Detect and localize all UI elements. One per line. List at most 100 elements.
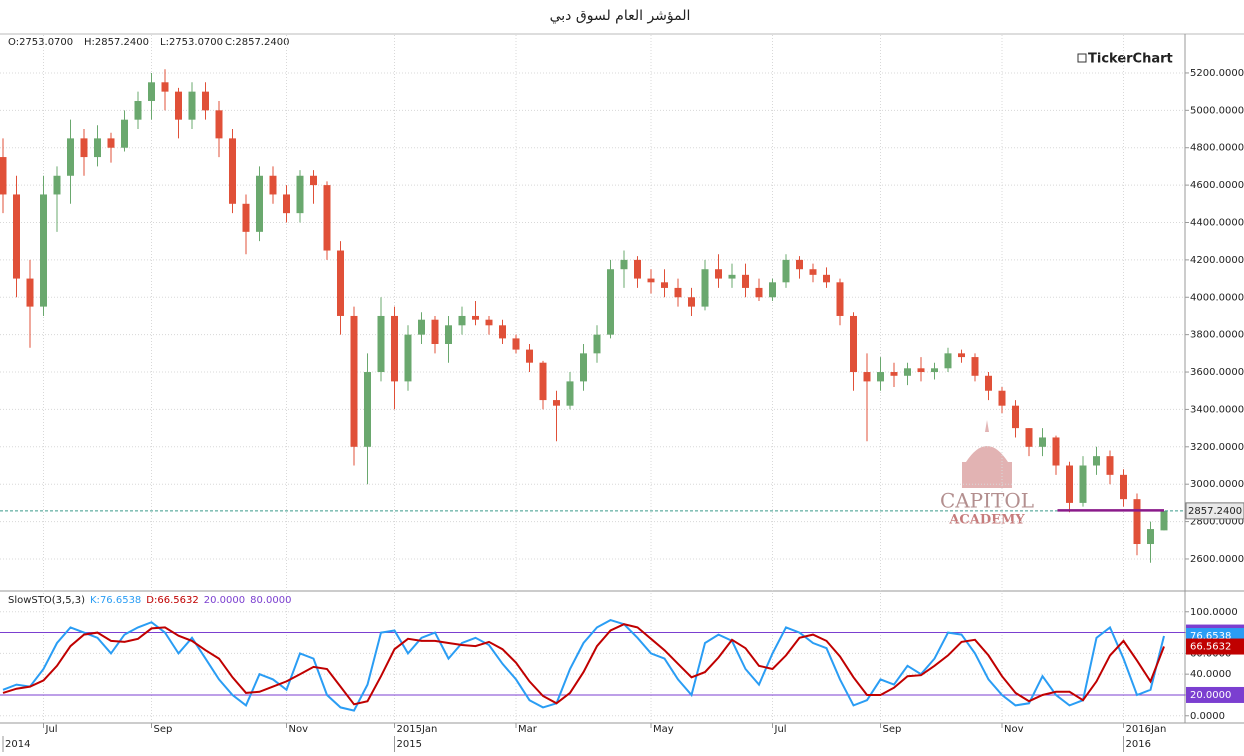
year-label: 2015 xyxy=(397,739,422,750)
y-tick-label: 0.0000 xyxy=(1190,711,1225,722)
candle-body xyxy=(404,334,412,382)
candle-body xyxy=(1106,456,1114,475)
legend-value: 76.6538 xyxy=(100,595,141,606)
candle-body xyxy=(769,282,776,298)
year-label: 2014 xyxy=(5,739,30,750)
candle-body xyxy=(1160,510,1168,531)
candle-body xyxy=(472,315,479,320)
x-tick-label: May xyxy=(653,724,674,735)
candle-body xyxy=(377,315,385,373)
candle-body xyxy=(553,400,560,406)
y-tick-label: 40.0000 xyxy=(1190,669,1231,680)
watermark-line-2: ACADEMY xyxy=(948,513,1025,528)
candle-body xyxy=(836,282,844,316)
candle-body xyxy=(391,315,398,382)
candle-body xyxy=(485,319,493,326)
candle-body xyxy=(971,357,979,376)
candle-body xyxy=(998,390,1006,406)
candle-body xyxy=(323,185,331,251)
candle-body xyxy=(782,259,790,283)
candle-body xyxy=(809,269,817,275)
candle-body xyxy=(269,175,277,195)
candle-body xyxy=(229,138,236,204)
x-tick-label: 2016Jan xyxy=(1126,724,1167,735)
candle-body xyxy=(148,82,155,101)
candle-body xyxy=(1025,428,1033,447)
candle-body xyxy=(688,297,695,307)
candle-body xyxy=(215,110,223,139)
x-tick-label: Sep xyxy=(883,724,902,735)
x-tick-label: Jul xyxy=(774,724,787,735)
year-label: 2016 xyxy=(1126,739,1151,750)
candle-body xyxy=(1052,437,1060,466)
candle-body xyxy=(796,259,803,270)
candle-body xyxy=(728,274,736,279)
y-tick-label: 5200.0000 xyxy=(1190,68,1244,79)
candle-body xyxy=(512,338,520,350)
candle-body xyxy=(499,325,506,339)
candle-body xyxy=(418,319,425,335)
x-tick-label: Nov xyxy=(289,724,309,735)
candles xyxy=(0,69,1168,563)
x-tick-label: Nov xyxy=(1004,724,1024,735)
candle-body xyxy=(890,372,898,376)
candle-body xyxy=(931,368,938,373)
level-label: 20.0000 xyxy=(1190,690,1231,701)
x-tick-label: 2015Jan xyxy=(397,724,438,735)
legend-value: 66.5632 xyxy=(157,595,198,606)
candle-body xyxy=(620,259,628,270)
candle-body xyxy=(458,315,466,326)
candle-body xyxy=(634,259,641,279)
legend-name: K: xyxy=(90,595,100,606)
candle-body xyxy=(1093,456,1100,466)
candle-body xyxy=(256,175,263,232)
legend-name: D: xyxy=(146,595,157,606)
candle-body xyxy=(661,282,668,288)
last-value-label: 66.5632 xyxy=(1190,642,1231,653)
candle-body xyxy=(863,372,871,382)
candle-body xyxy=(364,372,371,447)
x-tick-label: Jul xyxy=(45,724,58,735)
info-close: C:2857.2400 xyxy=(225,37,289,48)
level-box xyxy=(1186,686,1244,703)
watermark-line-1: CAPITOL xyxy=(940,489,1034,513)
candle-body xyxy=(188,91,196,120)
last-price-label: 2857.2400 xyxy=(1188,506,1242,517)
candle-body xyxy=(647,278,655,283)
y-tick-label: 2800.0000 xyxy=(1190,517,1244,528)
candle-body xyxy=(26,278,34,307)
candle-body xyxy=(715,269,722,279)
candle-body xyxy=(823,274,830,283)
brand-icon xyxy=(1077,53,1087,63)
info-low: L:2753.0700 xyxy=(160,37,223,48)
candle-body xyxy=(107,138,115,148)
candle-body xyxy=(566,381,574,406)
candle-body xyxy=(755,287,763,298)
candle-body xyxy=(40,194,47,307)
ohlc-info: O:2753.0700 H:2857.2400 L:2753.0700 C:28… xyxy=(8,37,289,48)
candle-body xyxy=(67,138,74,176)
candle-body xyxy=(310,175,317,186)
candle-body xyxy=(80,138,88,158)
candle-body xyxy=(0,157,7,195)
y-tick-label: 2600.0000 xyxy=(1190,554,1244,565)
legend-level: 20.0000 xyxy=(204,595,245,606)
y-tick-label: 3000.0000 xyxy=(1190,479,1244,490)
candle-body xyxy=(1133,499,1141,545)
y-tick-label: 5000.0000 xyxy=(1190,105,1244,116)
candle-body xyxy=(958,353,965,358)
candle-body xyxy=(607,269,614,335)
candle-body xyxy=(1012,405,1019,429)
y-tick-label: 100.0000 xyxy=(1190,607,1238,618)
candle-body xyxy=(13,194,20,279)
watermark-dome xyxy=(962,420,1012,488)
y-tick-label: 4800.0000 xyxy=(1190,143,1244,154)
brand: TickerChart xyxy=(1088,52,1173,67)
candle-body xyxy=(580,353,587,382)
candle-body xyxy=(283,194,290,214)
candle-body xyxy=(445,325,452,344)
candle-body xyxy=(917,368,925,373)
candle-body xyxy=(1066,465,1073,503)
